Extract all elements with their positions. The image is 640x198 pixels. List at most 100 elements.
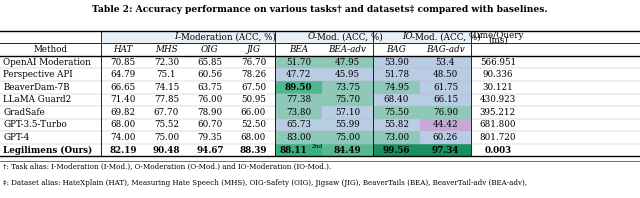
Text: 801.720: 801.720	[479, 133, 516, 142]
Text: 44.42: 44.42	[433, 121, 458, 129]
Text: 99.56: 99.56	[383, 146, 410, 155]
Text: 89.50: 89.50	[285, 83, 312, 92]
Text: Time/Query: Time/Query	[472, 30, 524, 40]
Text: 78.26: 78.26	[241, 70, 266, 79]
Bar	[420, 94, 471, 106]
Bar	[101, 31, 275, 43]
Text: 66.65: 66.65	[110, 83, 136, 92]
Text: 2nd: 2nd	[311, 145, 322, 149]
Text: ‡: Dataset alias: HateXplain (HAT), Measuring Hate Speech (MHS), OIG-Safety (OIG: ‡: Dataset alias: HateXplain (HAT), Meas…	[3, 179, 527, 187]
Bar	[275, 131, 322, 144]
Bar	[322, 106, 373, 119]
Text: Perspective API: Perspective API	[3, 70, 73, 79]
Text: 72.30: 72.30	[154, 58, 179, 67]
Text: JIG: JIG	[246, 45, 260, 54]
Text: 84.49: 84.49	[333, 146, 362, 155]
Text: 83.00: 83.00	[286, 133, 311, 142]
Text: 68.00: 68.00	[241, 133, 266, 142]
Text: 681.800: 681.800	[479, 121, 516, 129]
Text: 71.40: 71.40	[110, 95, 136, 104]
Bar	[373, 94, 420, 106]
Bar	[373, 131, 420, 144]
Text: 60.26: 60.26	[433, 133, 458, 142]
Text: 75.52: 75.52	[154, 121, 179, 129]
Bar	[275, 68, 322, 81]
Text: GradSafe: GradSafe	[3, 108, 45, 117]
Text: 90.336: 90.336	[483, 70, 513, 79]
Text: 65.85: 65.85	[197, 58, 223, 67]
Text: GPT-3.5-Turbo: GPT-3.5-Turbo	[3, 121, 67, 129]
Text: 47.72: 47.72	[286, 70, 311, 79]
Text: 566.951: 566.951	[480, 58, 516, 67]
Bar	[420, 68, 471, 81]
Text: BEA: BEA	[289, 45, 308, 54]
Text: 90.48: 90.48	[153, 146, 180, 155]
Text: 67.70: 67.70	[154, 108, 179, 117]
Text: 51.78: 51.78	[384, 70, 409, 79]
Text: 68.00: 68.00	[110, 121, 136, 129]
Text: 48.50: 48.50	[433, 70, 458, 79]
Text: 75.50: 75.50	[384, 108, 409, 117]
Text: 78.90: 78.90	[197, 108, 223, 117]
Text: †: Task alias: I-Moderation (I-Mod.), O-Moderation (O-Mod.) and IO-Moderation (I: †: Task alias: I-Moderation (I-Mod.), O-…	[3, 163, 331, 171]
Text: 76.00: 76.00	[197, 95, 223, 104]
Bar	[373, 144, 420, 156]
Text: 75.70: 75.70	[335, 95, 360, 104]
Text: 75.00: 75.00	[154, 133, 179, 142]
Bar	[373, 31, 471, 43]
Bar	[322, 144, 373, 156]
Text: BAG: BAG	[387, 45, 406, 54]
Bar	[275, 94, 322, 106]
Bar	[275, 119, 322, 131]
Text: 75.00: 75.00	[335, 133, 360, 142]
Bar	[322, 56, 373, 68]
Text: 69.82: 69.82	[110, 108, 136, 117]
Text: 79.35: 79.35	[198, 133, 222, 142]
Text: HAT: HAT	[113, 45, 132, 54]
Text: 66.15: 66.15	[433, 95, 458, 104]
Bar	[420, 81, 471, 94]
Text: 82.19: 82.19	[109, 146, 136, 155]
Bar	[322, 81, 373, 94]
Text: 76.70: 76.70	[241, 58, 266, 67]
Text: Legilimens (Ours): Legilimens (Ours)	[3, 146, 92, 155]
Bar	[322, 94, 373, 106]
Text: Method: Method	[33, 45, 68, 54]
Text: IO: IO	[402, 32, 412, 41]
Text: 51.70: 51.70	[286, 58, 311, 67]
Bar	[420, 119, 471, 131]
Text: 60.56: 60.56	[197, 70, 223, 79]
Bar	[275, 144, 322, 156]
Text: 57.10: 57.10	[335, 108, 360, 117]
Bar	[322, 119, 373, 131]
Text: 74.00: 74.00	[110, 133, 136, 142]
Bar	[420, 106, 471, 119]
Text: (ms): (ms)	[488, 36, 508, 45]
Text: 88.11: 88.11	[279, 146, 307, 155]
Bar	[322, 131, 373, 144]
Bar	[420, 144, 471, 156]
Bar	[420, 56, 471, 68]
Text: 430.923: 430.923	[480, 95, 516, 104]
Text: MHS: MHS	[155, 45, 178, 54]
Text: -Mod. (ACC, %): -Mod. (ACC, %)	[412, 32, 481, 41]
Text: 94.67: 94.67	[196, 146, 223, 155]
Text: Table 2: Accuracy performance on various tasks† and datasets‡ compared with base: Table 2: Accuracy performance on various…	[92, 5, 548, 14]
Text: 52.50: 52.50	[241, 121, 266, 129]
Bar	[373, 56, 420, 68]
Text: 395.212: 395.212	[480, 108, 516, 117]
Text: 30.121: 30.121	[483, 83, 513, 92]
Text: 97.34: 97.34	[432, 146, 459, 155]
Bar	[420, 131, 471, 144]
Text: 47.95: 47.95	[335, 58, 360, 67]
Text: -Mod. (ACC, %): -Mod. (ACC, %)	[314, 32, 383, 41]
Text: 73.75: 73.75	[335, 83, 360, 92]
Text: 70.85: 70.85	[110, 58, 136, 67]
Text: 55.82: 55.82	[384, 121, 409, 129]
Text: 61.75: 61.75	[433, 83, 458, 92]
Text: 66.00: 66.00	[241, 108, 266, 117]
Text: 73.80: 73.80	[286, 108, 311, 117]
Bar	[373, 106, 420, 119]
Text: I: I	[174, 32, 178, 41]
Bar	[275, 31, 373, 43]
